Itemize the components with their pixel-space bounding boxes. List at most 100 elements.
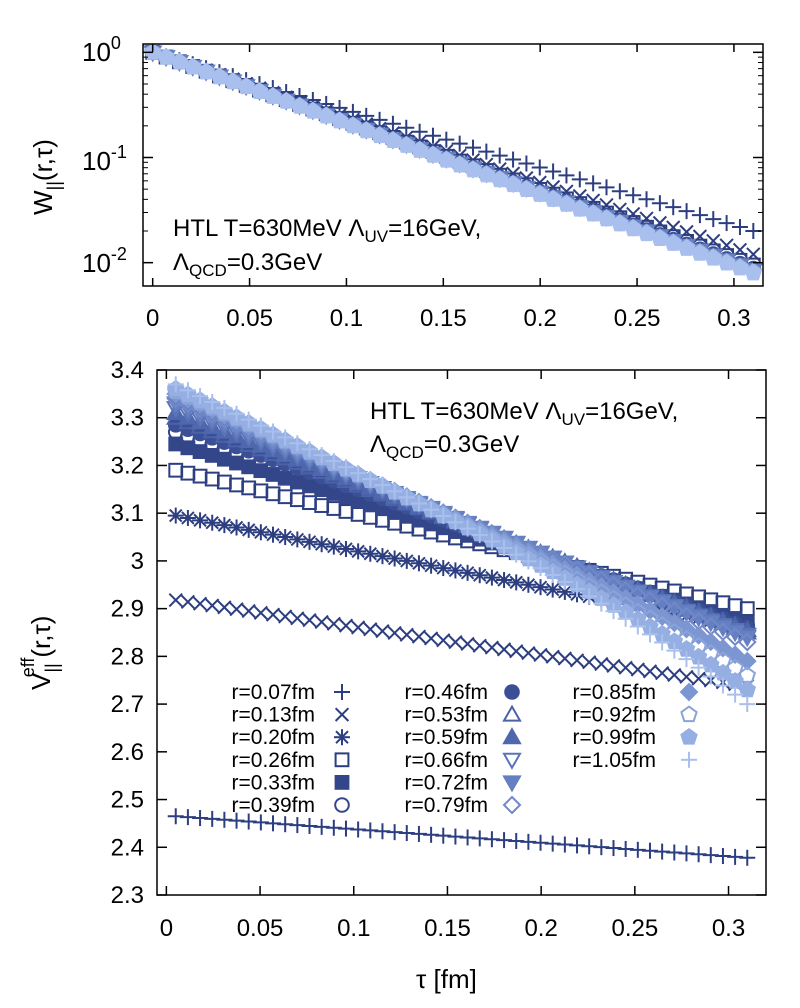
bottom-point-r026-7	[253, 483, 269, 499]
bottom-ytick-label-9: 3.2	[111, 452, 144, 479]
bottom-ytick-label-11: 3.4	[111, 357, 144, 384]
top-point-r007-25	[478, 143, 495, 160]
top-point-r007-36	[625, 187, 642, 204]
bottom-point-r013-2	[192, 596, 208, 611]
bottom-point-r013-34	[582, 655, 597, 670]
bottom-point-r013-20	[411, 629, 427, 644]
bottom-point-r020-25	[471, 567, 488, 584]
bottom-annotation-line1: HTL T=630MeV ΛUV=16GeV,	[370, 398, 678, 429]
legend-marker-5	[334, 797, 350, 813]
bottom-point-r020-6	[240, 521, 257, 538]
top-point-r007-35	[611, 183, 628, 200]
top-point-r105-33	[584, 204, 602, 222]
bottom-point-r020-1	[179, 509, 196, 526]
top-xtick-label-6: 0.3	[717, 305, 750, 332]
bottom-panel: 0 0.05 0.1 0.15 0.2 0.25 0.3 2.32.42.52.62.72.…	[18, 357, 767, 994]
legend-marker-8	[502, 727, 522, 745]
bottom-point-r013-0	[168, 592, 183, 608]
top-plot-frame	[142, 43, 764, 287]
bottom-x-tick-labels: 0 0.05 0.1 0.15 0.2 0.25 0.3	[160, 915, 746, 942]
top-point-r007-40	[678, 203, 695, 220]
bottom-point-r105-39	[641, 626, 658, 643]
legend-entry-5: r=0.39fm	[232, 794, 350, 817]
top-point-r105-14	[330, 111, 349, 129]
top-point-r105-8	[250, 82, 269, 100]
top-point-r105-16	[357, 121, 376, 139]
top-point-r105-42	[704, 248, 723, 266]
bottom-xtick-label-3: 0.15	[424, 915, 471, 942]
bottom-point-r013-7	[253, 605, 268, 620]
bottom-point-r105-3	[204, 393, 221, 410]
bottom-point-r026-6	[241, 480, 257, 496]
top-point-r013-39	[666, 220, 681, 235]
bottom-point-r013-1	[180, 594, 196, 609]
bottom-point-r026-9	[277, 489, 293, 505]
bottom-point-r105-33	[569, 581, 586, 598]
bottom-x-axis-label: τ [fm]	[416, 964, 477, 994]
top-annotation-line2: ΛQCD=0.3GeV	[173, 249, 322, 280]
legend-label-12: r=0.85fm	[573, 681, 656, 704]
bottom-point-r013-10	[290, 611, 305, 626]
bottom-point-r013-17	[375, 624, 390, 639]
bottom-xtick-label-6: 0.3	[712, 915, 745, 942]
bottom-point-r105-46	[727, 686, 744, 703]
bottom-point-r105-37	[617, 610, 634, 627]
top-point-r007-18	[384, 115, 401, 132]
top-point-r007-44	[731, 219, 748, 236]
bottom-point-r105-43	[690, 659, 707, 676]
top-point-r007-31	[558, 167, 575, 184]
top-point-r007-42	[705, 211, 722, 228]
bottom-point-r105-12	[313, 447, 330, 464]
bottom-data-points	[166, 376, 757, 866]
bottom-point-r013-12	[314, 614, 329, 630]
top-y-tick-labels: 100 10-1 10-2	[82, 33, 127, 278]
legend-label-9: r=0.66fm	[405, 749, 488, 772]
top-point-r007-33	[585, 175, 602, 192]
bottom-ytick-label-0: 2.3	[111, 882, 144, 909]
legend-label-0: r=0.07fm	[232, 681, 315, 704]
bottom-point-r020-31	[544, 581, 561, 598]
bottom-point-r020-7	[252, 524, 269, 541]
bottom-point-r079-46	[725, 627, 745, 647]
bottom-point-r105-5	[228, 405, 245, 422]
bottom-point-r013-14	[338, 618, 354, 633]
legend-label-11: r=0.79fm	[405, 794, 488, 817]
bottom-point-r026-10	[289, 492, 305, 508]
top-point-r105-39	[664, 234, 683, 251]
legend-label-4: r=0.33fm	[232, 771, 315, 794]
top-point-r105-12	[304, 101, 322, 119]
top-point-r105-15	[344, 116, 362, 134]
bottom-annotation-line2: ΛQCD=0.3GeV	[370, 431, 519, 462]
legend-label-14: r=0.99fm	[573, 726, 656, 749]
bottom-point-r013-31	[545, 649, 560, 664]
top-point-r007-20	[411, 123, 428, 140]
bottom-point-r105-28	[508, 546, 525, 563]
bottom-point-r026-8	[265, 486, 281, 502]
top-point-r007-39	[665, 199, 682, 216]
bottom-point-r020-28	[508, 574, 525, 591]
bottom-point-r105-11	[301, 441, 318, 458]
bottom-point-r105-6	[240, 411, 257, 428]
top-point-r105-30	[544, 190, 562, 207]
top-point-r013-35	[612, 202, 627, 217]
top-point-r105-36	[624, 219, 642, 237]
top-point-r105-31	[557, 195, 576, 212]
top-point-r105-29	[530, 185, 549, 202]
bottom-point-r020-5	[228, 519, 245, 536]
bottom-point-r013-28	[509, 644, 524, 659]
bottom-point-r105-25	[471, 527, 488, 544]
bottom-point-r020-3	[204, 514, 221, 531]
bottom-point-r020-18	[386, 550, 403, 567]
top-point-r105-28	[517, 180, 536, 198]
top-point-r007-41	[691, 207, 708, 224]
top-point-r105-32	[571, 199, 589, 217]
bottom-point-r105-40	[654, 634, 671, 651]
top-y-axis-label: W||(r,τ)	[28, 139, 64, 215]
legend-entry-13: r=0.92fm	[573, 704, 698, 727]
top-point-r105-19	[397, 136, 416, 153]
bottom-point-r013-35	[594, 656, 609, 672]
legend-marker-12	[679, 682, 699, 702]
bottom-point-r026-0	[168, 462, 184, 478]
top-point-r105-7	[237, 77, 255, 95]
top-xtick-label-0: 0	[146, 305, 159, 332]
